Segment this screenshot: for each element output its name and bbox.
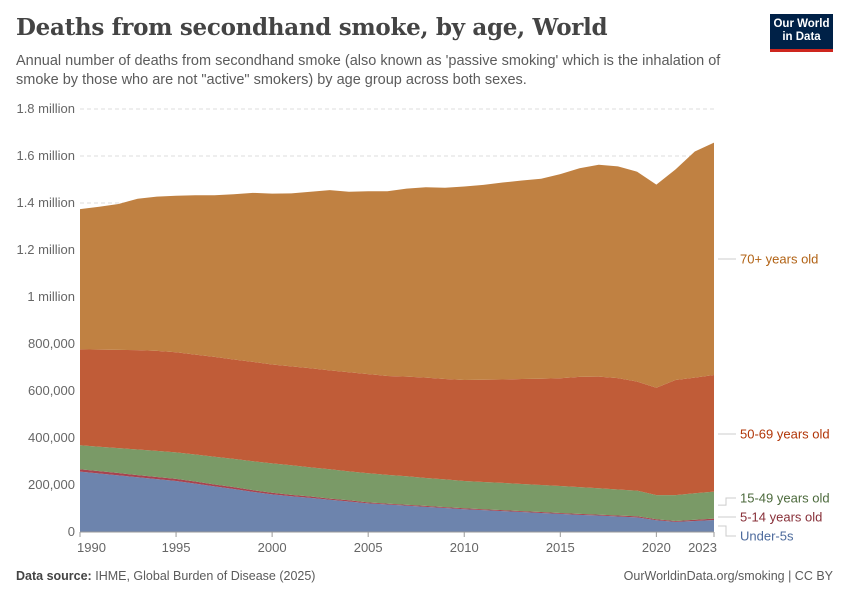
x-tick-label: 1995 — [162, 540, 191, 555]
source-label: Data source: — [16, 569, 92, 583]
x-tick-label: 2020 — [642, 540, 671, 555]
source-text[interactable]: IHME, Global Burden of Disease (2025) — [95, 569, 316, 583]
y-tick-label: 1.6 million — [16, 148, 75, 163]
y-tick-label: 1.8 million — [16, 101, 75, 116]
series-label: 70+ years old — [740, 252, 818, 267]
x-tick-label: 2015 — [546, 540, 575, 555]
x-tick-label: 2010 — [450, 540, 479, 555]
y-tick-label: 1 million — [27, 289, 75, 304]
area-70-years-old — [80, 142, 714, 388]
data-source: Data source: IHME, Global Burden of Dise… — [16, 569, 315, 583]
x-tick-label: 2023 — [688, 540, 717, 555]
x-tick-label: 1990 — [77, 540, 106, 555]
owid-logo[interactable]: Our World in Data — [770, 14, 833, 52]
y-tick-label: 1.2 million — [16, 242, 75, 257]
x-tick-label: 2005 — [354, 540, 383, 555]
y-tick-label: 0 — [68, 524, 75, 539]
label-connector — [718, 497, 736, 506]
label-connector — [718, 525, 736, 537]
y-tick-label: 600,000 — [28, 383, 75, 398]
footer-credit[interactable]: OurWorldinData.org/smoking | CC BY — [623, 569, 833, 583]
y-tick-label: 400,000 — [28, 430, 75, 445]
area-50-69-years-old — [80, 349, 714, 496]
y-tick-label: 1.4 million — [16, 195, 75, 210]
area-under-5s — [80, 471, 714, 532]
series-label: 5-14 years old — [740, 510, 822, 525]
area-15-49-years-old — [80, 445, 714, 521]
series-label: 15-49 years old — [740, 491, 830, 506]
x-tick-label: 2000 — [258, 540, 287, 555]
series-label: Under-5s — [740, 529, 794, 544]
y-tick-label: 800,000 — [28, 336, 75, 351]
y-tick-label: 200,000 — [28, 477, 75, 492]
chart-title: Deaths from secondhand smoke, by age, Wo… — [16, 14, 608, 41]
logo-text: Our World in Data — [773, 18, 830, 43]
chart-subtitle: Annual number of deaths from secondhand … — [16, 53, 721, 88]
series-label: 50-69 years old — [740, 427, 830, 442]
